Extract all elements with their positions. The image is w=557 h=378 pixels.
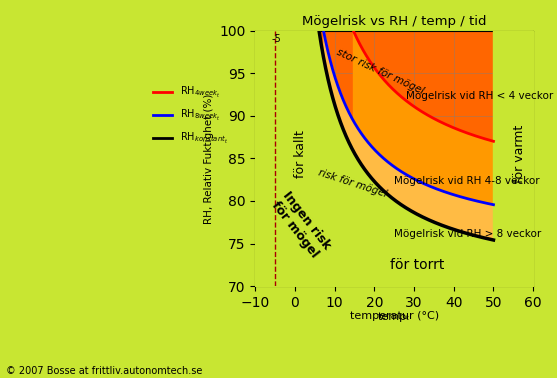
Text: © 2007 Bosse at frittliv.autonomtech.se: © 2007 Bosse at frittliv.autonomtech.se [6, 366, 202, 376]
Text: Mögelrisk vid RH < 4 veckor: Mögelrisk vid RH < 4 veckor [406, 91, 553, 101]
Text: -5: -5 [271, 34, 281, 45]
Legend: RH$_{4week_t}$, RH$_{8week_t}$, RH$_{konstant_t}$: RH$_{4week_t}$, RH$_{8week_t}$, RH$_{kon… [149, 81, 232, 150]
Text: tempₜ: tempₜ [378, 311, 411, 322]
Text: för kallt: för kallt [295, 130, 307, 178]
Title: Mögelrisk vs RH / temp / tid: Mögelrisk vs RH / temp / tid [302, 15, 486, 28]
Text: risk för mögel: risk för mögel [317, 167, 388, 199]
Text: för torrt: för torrt [390, 258, 444, 272]
Text: Mögelrisk vid RH 4-8 veckor: Mögelrisk vid RH 4-8 veckor [394, 176, 540, 186]
X-axis label: temperatur (°C): temperatur (°C) [350, 311, 439, 321]
Text: för varmt: för varmt [513, 125, 526, 183]
Text: stor risk för mögel: stor risk för mögel [335, 47, 425, 96]
Text: Mögelrisk vid RH > 8 veckor: Mögelrisk vid RH > 8 veckor [394, 229, 541, 239]
Y-axis label: RH, Relativ Fuktighet (%): RH, Relativ Fuktighet (%) [203, 93, 213, 223]
Text: Ingen risk
för mögel: Ingen risk för mögel [268, 189, 334, 261]
